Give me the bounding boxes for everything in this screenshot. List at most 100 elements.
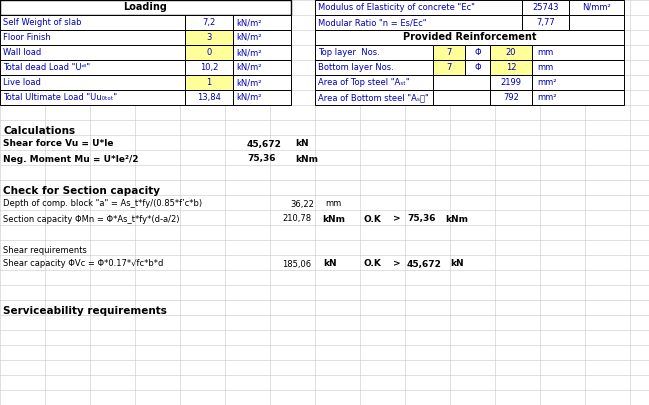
Text: kN/m²: kN/m²: [236, 18, 262, 27]
Text: kN/m²: kN/m²: [236, 33, 262, 42]
Text: >: >: [393, 260, 400, 269]
Bar: [185, 30, 233, 45]
Bar: [233, 90, 291, 105]
Text: 0: 0: [206, 48, 212, 57]
Bar: [315, 45, 433, 60]
Text: Bottom layer Nos.: Bottom layer Nos.: [318, 63, 394, 72]
Text: N/mm²: N/mm²: [582, 3, 611, 12]
Text: 12: 12: [506, 63, 516, 72]
Bar: [490, 75, 532, 90]
Text: 20: 20: [506, 48, 516, 57]
Text: kN: kN: [295, 139, 309, 149]
Text: 75,36: 75,36: [407, 215, 435, 224]
Text: 7: 7: [447, 48, 452, 57]
Text: mm²: mm²: [537, 93, 556, 102]
Bar: [522, 0, 569, 15]
Text: Shear force Vu = U*le: Shear force Vu = U*le: [3, 139, 114, 149]
Text: 36,22: 36,22: [290, 200, 314, 209]
Text: 45,672: 45,672: [407, 260, 442, 269]
Text: Serviceability requirements: Serviceability requirements: [3, 305, 167, 315]
Bar: [433, 75, 490, 90]
Bar: [0, 30, 185, 45]
Text: kN: kN: [323, 260, 337, 269]
Bar: [315, 60, 433, 75]
Text: Area of Top steel "Aₛₜ": Area of Top steel "Aₛₜ": [318, 78, 410, 87]
Text: 13,84: 13,84: [197, 93, 221, 102]
Bar: [315, 0, 522, 15]
Text: 1: 1: [206, 78, 212, 87]
Text: Calculations: Calculations: [3, 126, 75, 136]
Text: Modular Ratio "n = Es/Ec": Modular Ratio "n = Es/Ec": [318, 18, 426, 27]
Text: Depth of comp. block "a" = As_t*fy/(0.85*f’c*b): Depth of comp. block "a" = As_t*fy/(0.85…: [3, 200, 202, 209]
Text: Total Ultimate Load "Uu₀ₜₒₜ": Total Ultimate Load "Uu₀ₜₒₜ": [3, 93, 117, 102]
Bar: [233, 60, 291, 75]
Text: 3: 3: [206, 33, 212, 42]
Text: 7,2: 7,2: [202, 18, 215, 27]
Bar: [233, 30, 291, 45]
Bar: [522, 15, 569, 30]
Text: Live load: Live load: [3, 78, 41, 87]
Bar: [0, 45, 185, 60]
Text: Shear capacity ΦVc = Φ*0.17*√fc*b*d: Shear capacity ΦVc = Φ*0.17*√fc*b*d: [3, 260, 164, 269]
Text: >: >: [393, 215, 400, 224]
Text: kNm: kNm: [322, 215, 345, 224]
Text: Modulus of Elasticity of concrete "Ec": Modulus of Elasticity of concrete "Ec": [318, 3, 475, 12]
Text: O.K: O.K: [363, 215, 381, 224]
Bar: [532, 90, 624, 105]
Text: kN/m²: kN/m²: [236, 63, 262, 72]
Bar: [315, 90, 433, 105]
Bar: [490, 45, 532, 60]
Text: Neg. Moment Mu = U*le²/2: Neg. Moment Mu = U*le²/2: [3, 154, 138, 164]
Text: Check for Section capacity: Check for Section capacity: [3, 185, 160, 196]
Bar: [233, 45, 291, 60]
Bar: [0, 75, 185, 90]
Text: 210,78: 210,78: [282, 215, 311, 224]
Text: 25743: 25743: [532, 3, 559, 12]
Bar: [490, 60, 532, 75]
Text: 75,36: 75,36: [247, 154, 275, 164]
Text: Top layer  Nos.: Top layer Nos.: [318, 48, 380, 57]
Text: Φ: Φ: [474, 48, 481, 57]
Bar: [0, 15, 185, 30]
Text: Loading: Loading: [123, 2, 167, 13]
Text: O.K: O.K: [363, 260, 381, 269]
Text: Shear requirements: Shear requirements: [3, 246, 87, 255]
Text: kNm: kNm: [295, 154, 318, 164]
Text: 2199: 2199: [500, 78, 522, 87]
Text: 7: 7: [447, 63, 452, 72]
Text: Provided Reinforcement: Provided Reinforcement: [403, 32, 536, 43]
Text: kN/m²: kN/m²: [236, 93, 262, 102]
Bar: [233, 15, 291, 30]
Bar: [0, 90, 185, 105]
Text: Area of Bottom steel "Aₛ₟": Area of Bottom steel "Aₛ₟": [318, 93, 429, 102]
Bar: [185, 90, 233, 105]
Bar: [490, 90, 532, 105]
Bar: [185, 45, 233, 60]
Bar: [532, 60, 624, 75]
Text: Wall load: Wall load: [3, 48, 42, 57]
Text: 7,77: 7,77: [536, 18, 555, 27]
Text: Self Weight of slab: Self Weight of slab: [3, 18, 82, 27]
Bar: [465, 45, 490, 60]
Text: kN/m²: kN/m²: [236, 48, 262, 57]
Bar: [0, 0, 291, 15]
Text: mm: mm: [325, 200, 341, 209]
Bar: [315, 75, 433, 90]
Text: kN: kN: [450, 260, 463, 269]
Text: mm: mm: [537, 48, 553, 57]
Text: Section capacity ΦMn = Φ*As_t*fy*(d-a/2): Section capacity ΦMn = Φ*As_t*fy*(d-a/2): [3, 215, 180, 224]
Text: 10,2: 10,2: [200, 63, 218, 72]
Bar: [315, 15, 522, 30]
Bar: [433, 90, 490, 105]
Text: 185,06: 185,06: [282, 260, 311, 269]
Text: Total dead Load "Uᵈᴵ": Total dead Load "Uᵈᴵ": [3, 63, 90, 72]
Text: mm: mm: [537, 63, 553, 72]
Bar: [185, 15, 233, 30]
Bar: [465, 60, 490, 75]
Bar: [532, 45, 624, 60]
Text: Floor Finish: Floor Finish: [3, 33, 51, 42]
Text: kN/m²: kN/m²: [236, 78, 262, 87]
Bar: [569, 15, 624, 30]
Bar: [569, 0, 624, 15]
Text: 45,672: 45,672: [247, 139, 282, 149]
